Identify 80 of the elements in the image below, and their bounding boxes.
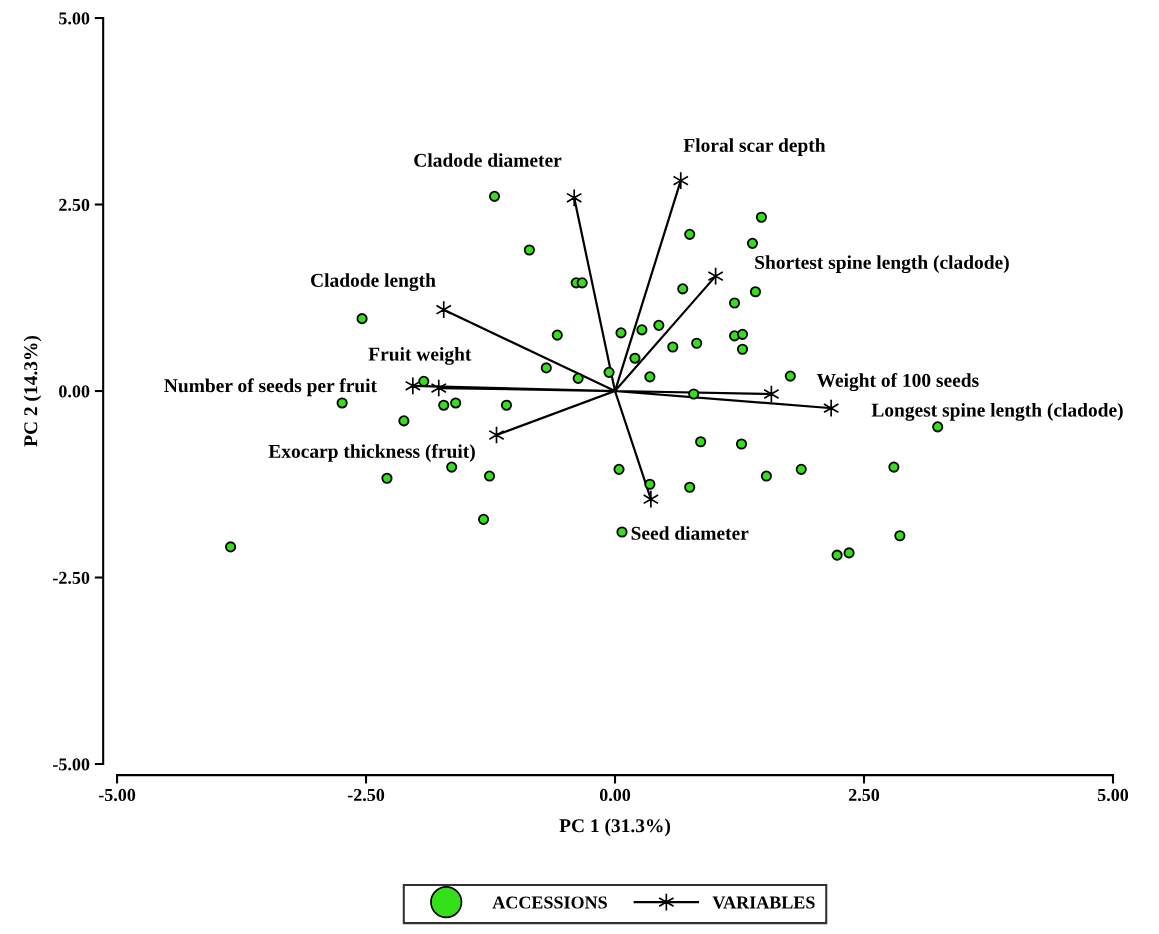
annotation: Exocarp thickness (fruit)	[268, 444, 475, 462]
point	[644, 371, 656, 383]
point	[500, 399, 513, 411]
point	[523, 244, 535, 256]
point	[430, 378, 447, 398]
point	[629, 352, 641, 364]
y-tick-label: 2.50	[59, 198, 90, 212]
point	[435, 300, 452, 319]
legend-label: ACCESSIONS	[492, 896, 607, 909]
legend-label: VARIABLES	[712, 896, 815, 909]
point	[483, 470, 496, 482]
point	[653, 319, 665, 331]
point	[728, 297, 741, 309]
point	[450, 397, 462, 409]
point	[572, 372, 584, 384]
point	[336, 397, 348, 409]
point	[540, 362, 552, 374]
annotation: Weight of 100 seeds	[816, 373, 979, 392]
point	[576, 277, 588, 289]
point	[684, 481, 696, 493]
point	[418, 375, 430, 387]
point	[551, 329, 563, 341]
point	[381, 472, 393, 484]
point	[736, 343, 749, 355]
point	[566, 188, 583, 207]
x-axis-title: PC 1 (31.3%)	[559, 818, 671, 837]
point	[749, 286, 762, 298]
point	[477, 513, 490, 525]
point	[613, 463, 625, 475]
point	[398, 415, 410, 427]
point	[644, 478, 656, 490]
point	[932, 421, 944, 433]
point	[438, 399, 450, 411]
annotation: Longest spine length (cladode)	[871, 403, 1123, 421]
point	[225, 541, 237, 553]
annotation: Seed diameter	[631, 526, 749, 540]
point	[684, 228, 696, 240]
y-tick-label: 5.00	[59, 12, 90, 25]
y-tick-label: 0.00	[59, 385, 90, 398]
point	[795, 463, 807, 475]
annotation: Fruit weight	[368, 347, 472, 365]
point	[843, 547, 855, 559]
annotation: Shortest spine length (cladode)	[755, 255, 1009, 274]
point	[636, 324, 648, 336]
point	[735, 438, 748, 450]
annotation: Floral scar depth	[683, 138, 826, 156]
y-tick-label: -5.00	[53, 758, 90, 771]
point	[784, 370, 796, 382]
point	[672, 171, 689, 190]
point	[823, 399, 840, 418]
point	[695, 436, 707, 448]
point	[736, 328, 749, 340]
point	[755, 211, 767, 223]
y-tick-label: -2.50	[53, 571, 90, 585]
annotation: Number of seeds per fruit	[164, 378, 377, 397]
point	[691, 337, 703, 349]
point	[615, 327, 627, 339]
point	[446, 461, 458, 473]
point	[404, 376, 421, 395]
point	[688, 388, 700, 400]
x-tick-label: -2.50	[347, 788, 385, 802]
x-tick-label: 0.00	[599, 788, 631, 802]
annotation: Cladode diameter	[414, 153, 562, 167]
x-tick-label: 5.00	[1097, 788, 1129, 802]
point	[616, 526, 628, 538]
x-tick-label: 2.50	[848, 788, 880, 802]
annotation: Cladode length	[311, 273, 436, 291]
point	[667, 341, 679, 353]
point	[603, 366, 615, 378]
point	[894, 530, 906, 542]
point	[831, 549, 843, 561]
y-axis-title: PC 2 (14.3%)	[23, 335, 42, 447]
point	[356, 313, 368, 325]
point	[642, 490, 659, 509]
point	[760, 470, 772, 482]
x-tick-label: -5.00	[98, 788, 136, 802]
point	[888, 461, 900, 473]
point	[488, 190, 501, 202]
point	[746, 237, 759, 249]
point	[677, 283, 689, 295]
